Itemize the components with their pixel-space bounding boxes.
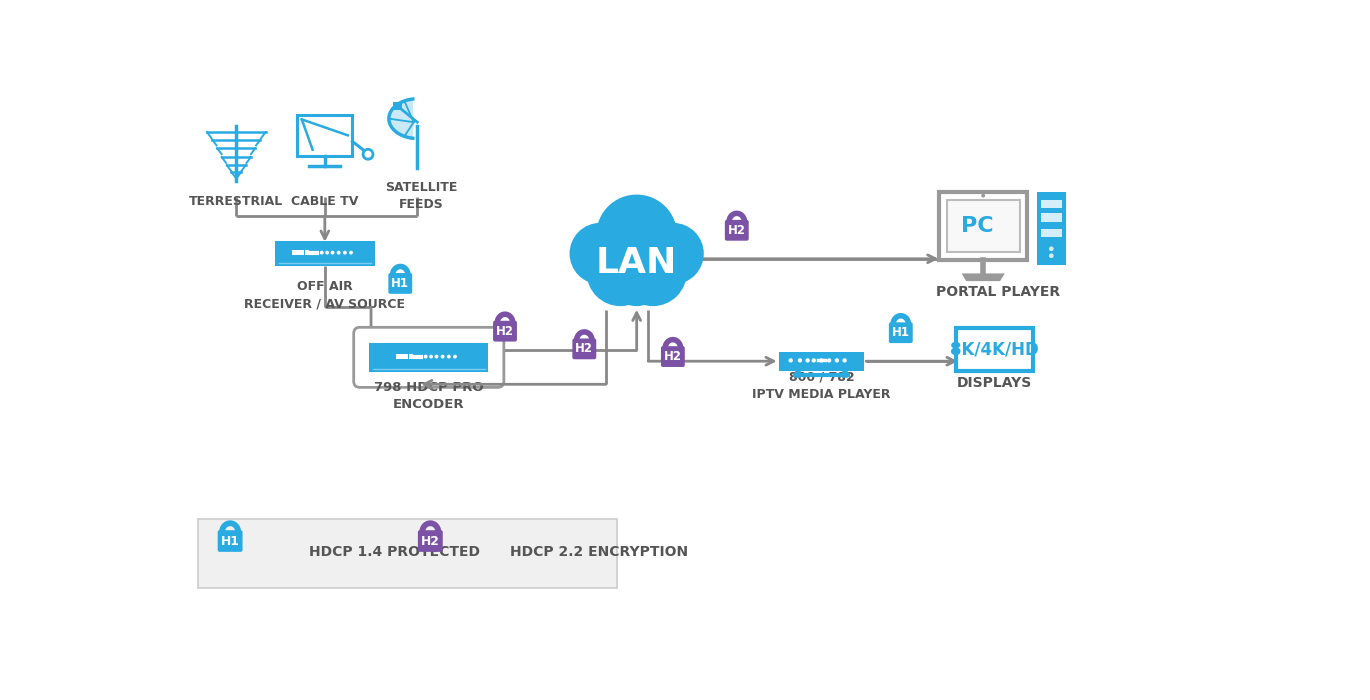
Circle shape: [447, 355, 451, 358]
FancyBboxPatch shape: [292, 251, 300, 255]
Circle shape: [806, 358, 810, 363]
Text: H2: H2: [421, 535, 440, 547]
FancyBboxPatch shape: [300, 251, 304, 255]
Circle shape: [596, 195, 677, 275]
Text: PC: PC: [960, 216, 993, 236]
Text: 8K/4K/HD: 8K/4K/HD: [951, 341, 1038, 358]
Circle shape: [819, 358, 823, 363]
FancyBboxPatch shape: [393, 102, 401, 110]
FancyBboxPatch shape: [218, 530, 242, 552]
FancyBboxPatch shape: [938, 192, 1028, 260]
Text: TERRESTRIAL: TERRESTRIAL: [189, 195, 284, 207]
Circle shape: [608, 249, 664, 306]
FancyBboxPatch shape: [660, 346, 685, 367]
Polygon shape: [962, 274, 1004, 281]
Text: H1: H1: [892, 326, 910, 340]
FancyBboxPatch shape: [275, 241, 375, 266]
Text: PORTAL PLAYER: PORTAL PLAYER: [936, 285, 1060, 299]
Text: H2: H2: [496, 325, 514, 337]
Circle shape: [586, 238, 655, 306]
Text: H2: H2: [727, 224, 745, 237]
Text: 798 HDCP PRO
ENCODER: 798 HDCP PRO ENCODER: [374, 381, 484, 411]
FancyBboxPatch shape: [197, 519, 618, 588]
FancyBboxPatch shape: [780, 351, 864, 371]
Text: H1: H1: [392, 277, 410, 290]
Circle shape: [363, 149, 373, 159]
Circle shape: [1049, 253, 1054, 258]
Text: H1: H1: [221, 535, 240, 547]
FancyBboxPatch shape: [408, 354, 412, 359]
FancyBboxPatch shape: [297, 115, 352, 156]
Circle shape: [834, 358, 838, 363]
Circle shape: [342, 251, 347, 255]
Text: HDCP 2.2 ENCRYPTION: HDCP 2.2 ENCRYPTION: [510, 545, 688, 559]
Circle shape: [319, 251, 323, 255]
FancyBboxPatch shape: [956, 328, 1033, 371]
Circle shape: [349, 251, 353, 255]
FancyBboxPatch shape: [418, 530, 443, 552]
FancyBboxPatch shape: [573, 339, 596, 359]
Circle shape: [789, 358, 793, 363]
FancyBboxPatch shape: [369, 343, 489, 372]
Text: H2: H2: [664, 350, 682, 363]
Circle shape: [325, 251, 329, 255]
FancyBboxPatch shape: [388, 273, 412, 294]
Circle shape: [797, 358, 801, 363]
Circle shape: [453, 355, 456, 358]
Circle shape: [337, 251, 341, 255]
FancyBboxPatch shape: [304, 251, 308, 255]
Circle shape: [811, 358, 817, 363]
Text: H2: H2: [575, 342, 593, 356]
Circle shape: [441, 355, 444, 358]
FancyBboxPatch shape: [889, 322, 912, 343]
FancyBboxPatch shape: [353, 328, 504, 387]
Circle shape: [843, 358, 847, 363]
Circle shape: [1049, 246, 1054, 251]
Circle shape: [643, 223, 704, 284]
Text: SATELLITE
FEEDS: SATELLITE FEEDS: [385, 181, 458, 211]
FancyBboxPatch shape: [725, 220, 749, 241]
Circle shape: [619, 238, 686, 306]
FancyBboxPatch shape: [1041, 214, 1062, 222]
Circle shape: [429, 355, 433, 358]
Circle shape: [434, 355, 438, 358]
Circle shape: [423, 355, 427, 358]
FancyBboxPatch shape: [493, 321, 516, 342]
Circle shape: [981, 194, 985, 197]
Circle shape: [330, 251, 334, 255]
Polygon shape: [389, 99, 414, 138]
Circle shape: [827, 358, 832, 363]
FancyBboxPatch shape: [1041, 229, 1062, 237]
Text: 800 / 782
IPTV MEDIA PLAYER: 800 / 782 IPTV MEDIA PLAYER: [752, 371, 891, 401]
FancyBboxPatch shape: [404, 354, 408, 359]
Text: LAN: LAN: [596, 246, 677, 281]
Text: OFF AIR
RECEIVER / AV SOURCE: OFF AIR RECEIVER / AV SOURCE: [244, 281, 406, 310]
FancyBboxPatch shape: [1037, 192, 1066, 265]
Circle shape: [570, 223, 632, 284]
Text: CABLE TV: CABLE TV: [292, 195, 359, 207]
Text: HDCP 1.4 PROTECTED: HDCP 1.4 PROTECTED: [310, 545, 481, 559]
FancyBboxPatch shape: [396, 354, 404, 359]
FancyBboxPatch shape: [1041, 199, 1062, 208]
Text: DISPLAYS: DISPLAYS: [958, 376, 1033, 390]
FancyBboxPatch shape: [947, 199, 1019, 252]
